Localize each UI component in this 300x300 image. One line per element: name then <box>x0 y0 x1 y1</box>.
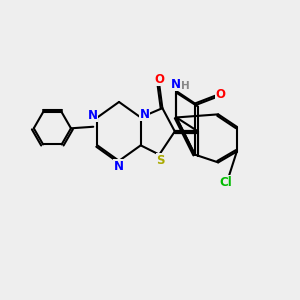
Text: S: S <box>157 154 165 167</box>
Text: N: N <box>114 160 124 173</box>
Text: Cl: Cl <box>220 176 232 189</box>
Text: O: O <box>154 73 164 86</box>
Text: H: H <box>181 82 190 92</box>
Text: N: N <box>140 108 149 121</box>
Text: O: O <box>216 88 226 101</box>
Text: N: N <box>88 109 98 122</box>
Text: N: N <box>171 78 181 91</box>
